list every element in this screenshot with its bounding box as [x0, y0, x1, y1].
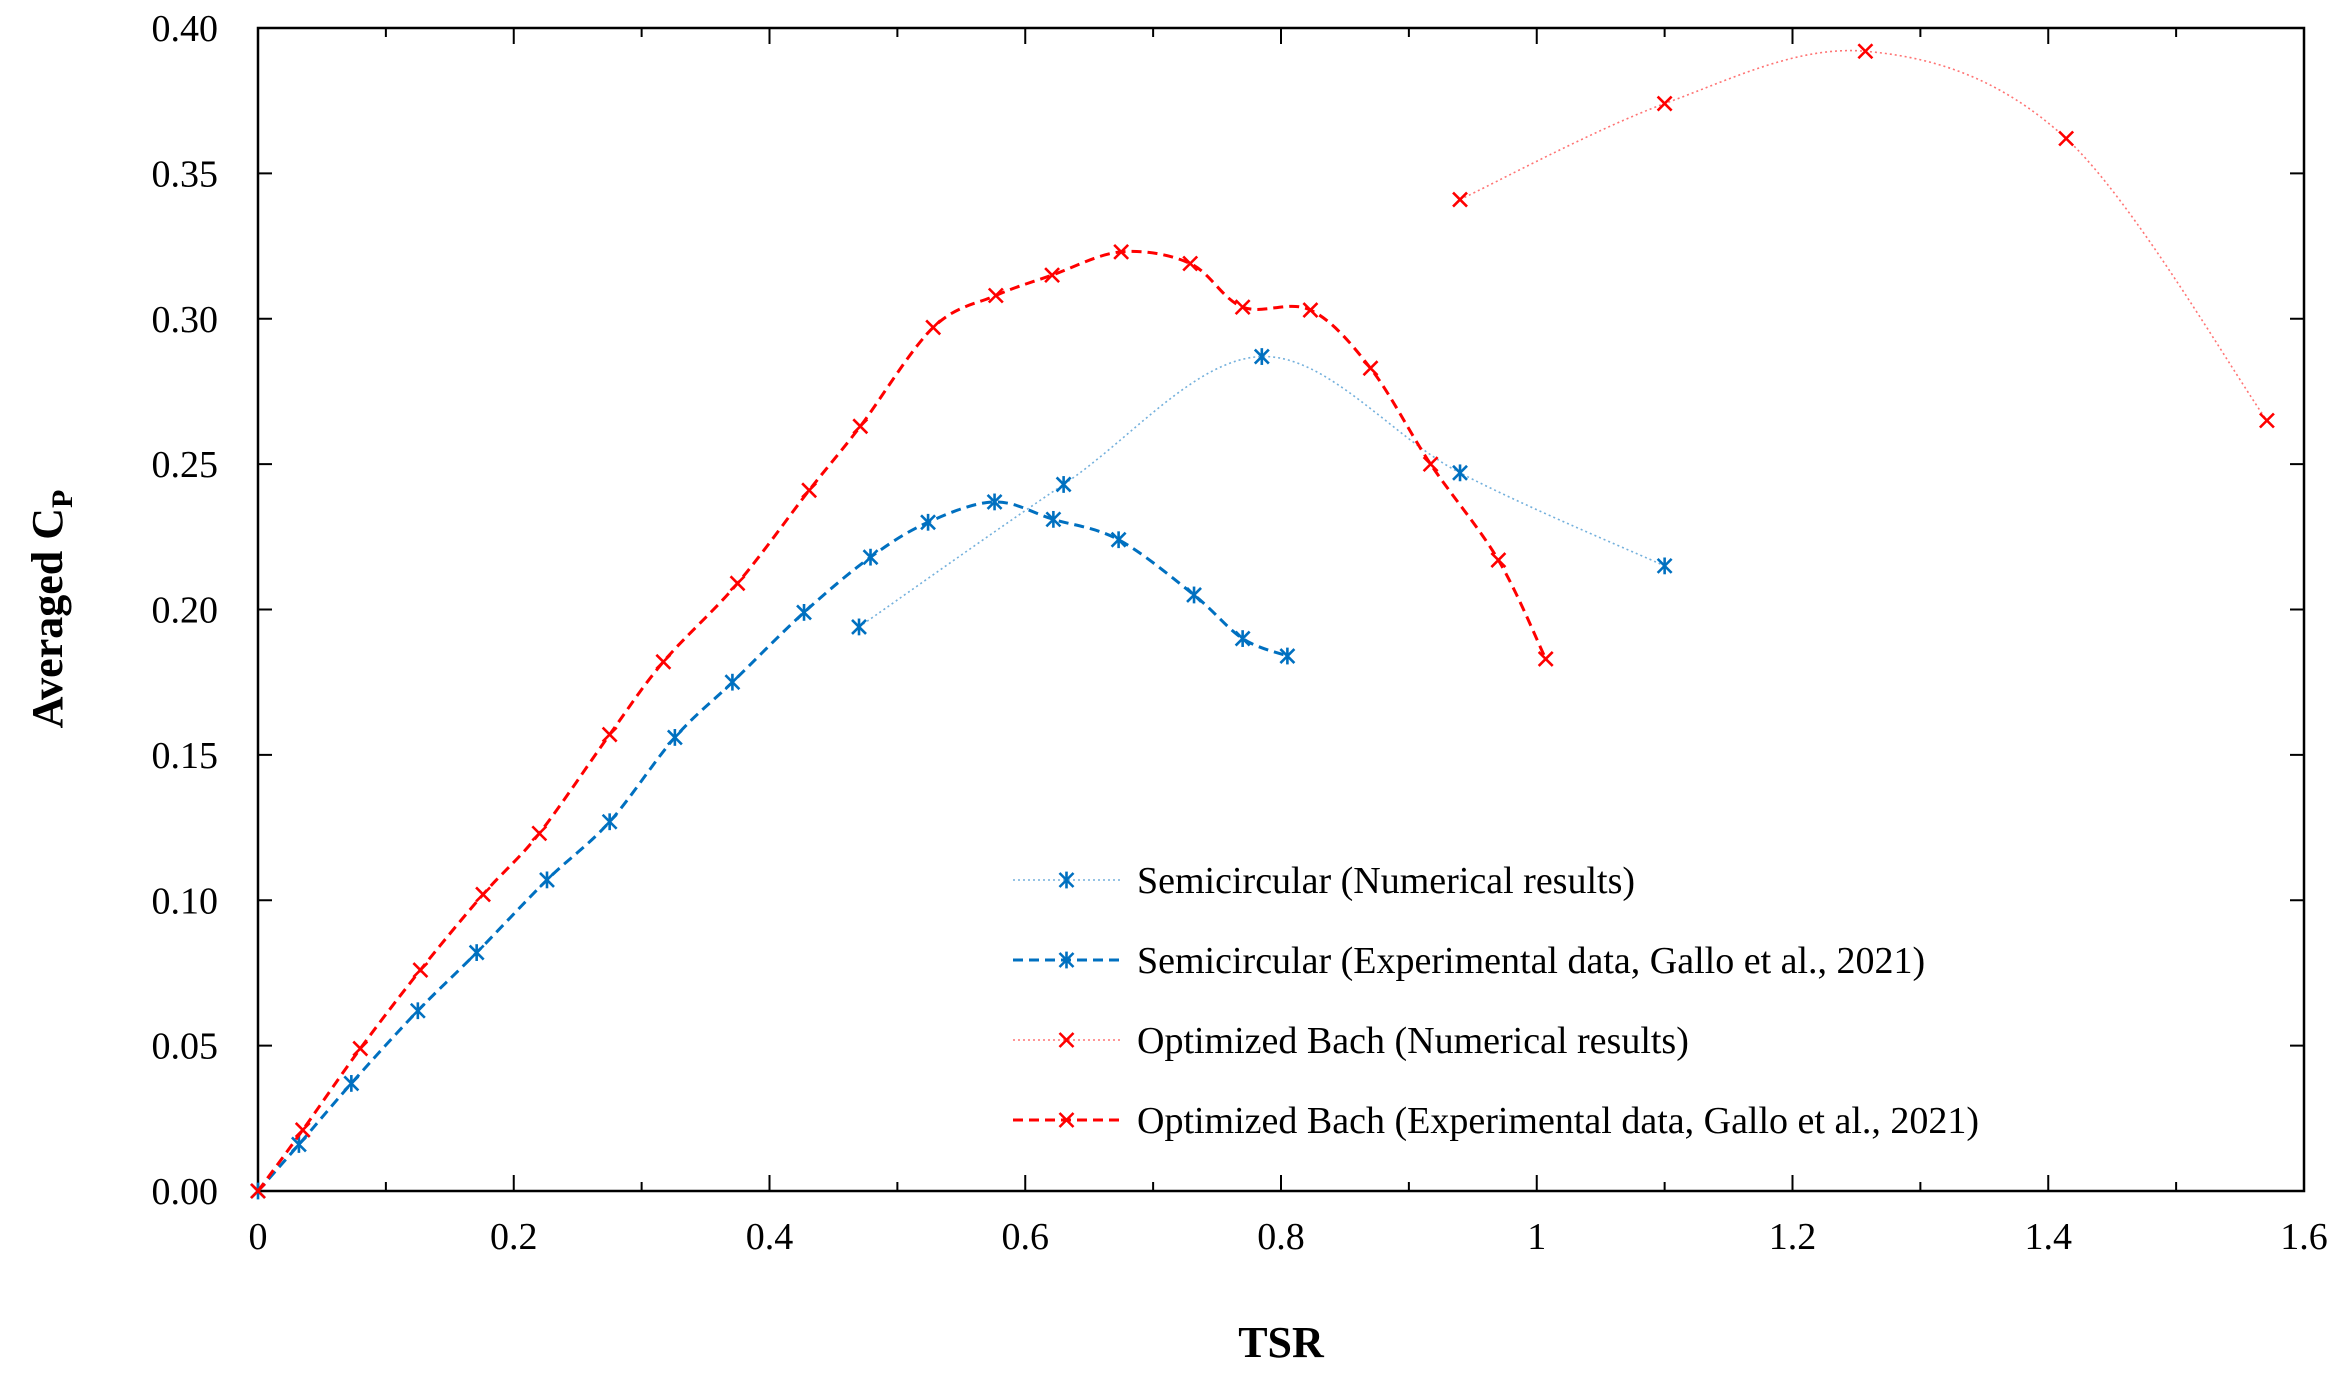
data-point: [475, 886, 491, 903]
data-point: [539, 871, 555, 889]
data-point: [1110, 531, 1127, 549]
x-tick-label: 0.4: [746, 1216, 794, 1258]
data-point: [250, 1183, 266, 1199]
y-tick-label: 0.20: [152, 590, 219, 632]
data-point: [852, 418, 869, 435]
data-point: [987, 287, 1004, 304]
series-line: [256, 500, 1288, 1192]
data-point: [468, 944, 485, 961]
data-point: [1045, 510, 1062, 528]
data-point: [1452, 191, 1468, 208]
x-tick-label: 0.8: [1257, 1216, 1305, 1258]
data-point: [1279, 647, 1296, 665]
data-point: [601, 726, 618, 743]
series-3: [1452, 43, 2275, 429]
y-tick-label: 0.10: [152, 880, 219, 922]
legend-label: Optimized Bach (Numerical results): [1137, 1020, 1689, 1062]
legend: Semicircular (Numerical results) Semicirc…: [1013, 860, 1979, 1142]
data-point: [1490, 552, 1507, 568]
data-point: [1234, 630, 1251, 647]
data-point: [729, 575, 746, 592]
legend-label: Semicircular (Numerical results): [1137, 860, 1635, 902]
x-axis-title: TSR: [1238, 1318, 1325, 1367]
legend-marker: [1058, 1112, 1075, 1128]
x-tick-label: 0.6: [1002, 1216, 1050, 1258]
axis-ticks: [258, 28, 2304, 1191]
data-point: [601, 813, 618, 831]
legend-marker: [1058, 951, 1075, 969]
y-tick-label: 0.35: [152, 153, 219, 195]
data-point: [2058, 130, 2075, 147]
data-point: [1182, 255, 1199, 272]
data-point: [1044, 267, 1061, 284]
data-point: [862, 548, 879, 566]
series-2: [250, 493, 1296, 1200]
y-axis-title-subscript: P: [46, 490, 79, 508]
data-point: [1186, 586, 1202, 604]
x-tick-label: 0: [249, 1216, 268, 1258]
data-point: [1857, 43, 1874, 60]
data-point: [531, 825, 548, 842]
data-point: [291, 1136, 307, 1153]
data-point: [1452, 464, 1468, 482]
data-point: [1055, 476, 1072, 493]
data-point: [343, 1075, 360, 1092]
data-point: [2258, 412, 2275, 429]
legend-item: Semicircular (Numerical results): [1013, 860, 1635, 902]
series-line: [256, 249, 1548, 1192]
data-point: [724, 673, 741, 691]
series-1: [851, 348, 1673, 636]
y-axis-title-main: Averaged C: [23, 508, 72, 728]
data-point: [655, 653, 672, 670]
data-point: [851, 618, 867, 636]
y-axis-title: Averaged CP: [23, 490, 79, 729]
y-tick-label: 0.15: [152, 735, 219, 777]
legend-label: Optimized Bach (Experimental data, Gallo…: [1137, 1100, 1979, 1142]
data-point: [1422, 456, 1439, 473]
x-tick-label: 1.4: [2025, 1216, 2073, 1258]
data-point: [666, 729, 683, 746]
legend-item: Optimized Bach (Experimental data, Gallo…: [1013, 1100, 1979, 1142]
y-tick-labels: 0.00 0.05 0.10 0.15 0.20 0.25 0.30 0.35 0.40: [152, 8, 219, 1213]
series-layer: [250, 43, 2275, 1200]
data-point: [986, 493, 1003, 511]
data-point: [925, 319, 942, 336]
y-tick-label: 0.05: [152, 1026, 219, 1068]
y-tick-label: 0.00: [152, 1171, 219, 1213]
legend-label: Semicircular (Experimental data, Gallo e…: [1137, 940, 1925, 982]
data-point: [1113, 243, 1130, 260]
x-tick-labels: 0 0.2 0.4 0.6 0.8 1 1.2 1.4 1.6: [249, 1216, 2328, 1258]
y-tick-label: 0.30: [152, 299, 219, 341]
data-point: [352, 1040, 369, 1057]
series-line: [858, 355, 1665, 628]
data-point: [801, 482, 818, 499]
legend-item: Semicircular (Experimental data, Gallo e…: [1013, 940, 1925, 982]
data-point: [920, 513, 936, 531]
x-tick-label: 0.2: [490, 1216, 538, 1258]
y-tick-label: 0.40: [152, 8, 219, 50]
legend-marker: [1058, 1032, 1075, 1048]
data-point: [412, 962, 429, 978]
x-tick-label: 1.2: [1769, 1216, 1817, 1258]
data-point: [294, 1122, 311, 1138]
data-point: [1362, 360, 1379, 377]
series-line: [1459, 49, 2268, 421]
plot-frame: [256, 26, 2306, 1193]
data-point: [1302, 302, 1319, 318]
y-tick-label: 0.25: [152, 444, 219, 486]
data-point: [796, 604, 812, 621]
x-tick-label: 1.6: [2280, 1216, 2328, 1258]
data-point: [1656, 95, 1673, 112]
data-point: [409, 1002, 426, 1020]
legend-marker: [1058, 871, 1075, 889]
data-point: [1253, 348, 1270, 365]
series-4: [250, 243, 1554, 1199]
legend-item: Optimized Bach (Numerical results): [1013, 1020, 1689, 1062]
data-point: [1537, 651, 1554, 667]
x-tick-label: 1: [1527, 1216, 1546, 1258]
data-point: [1234, 299, 1251, 316]
data-point: [1656, 557, 1673, 575]
